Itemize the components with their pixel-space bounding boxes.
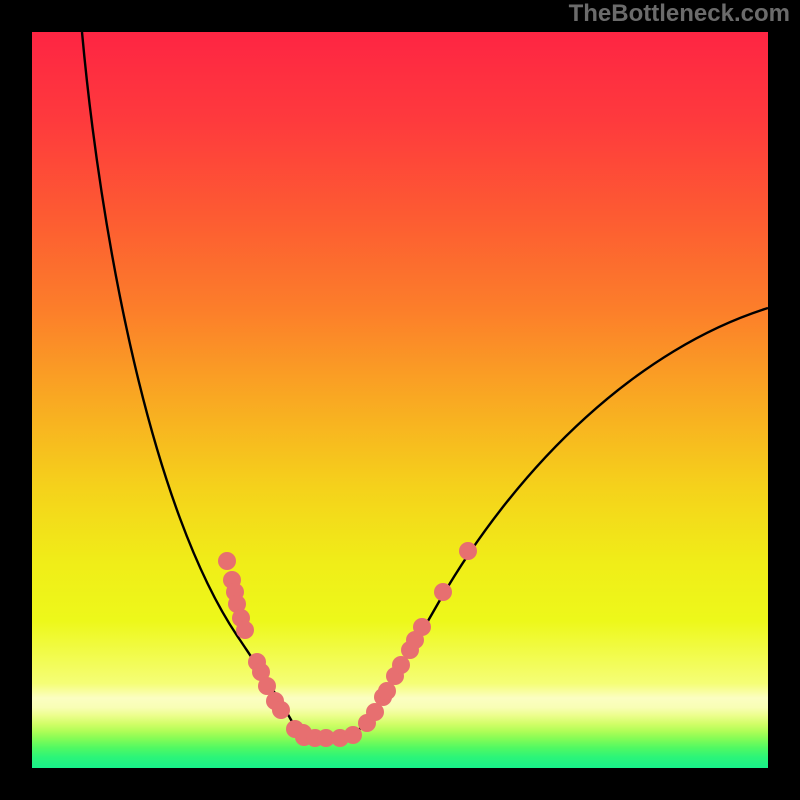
bottleneck-chart <box>0 0 800 800</box>
data-marker <box>344 726 362 744</box>
data-marker <box>218 552 236 570</box>
data-marker <box>413 618 431 636</box>
watermark-text: TheBottleneck.com <box>569 0 790 28</box>
data-marker <box>434 583 452 601</box>
data-marker <box>236 621 254 639</box>
data-marker <box>459 542 477 560</box>
chart-container: { "watermark": "TheBottleneck.com", "cha… <box>0 0 800 800</box>
data-marker <box>392 656 410 674</box>
data-marker <box>272 701 290 719</box>
